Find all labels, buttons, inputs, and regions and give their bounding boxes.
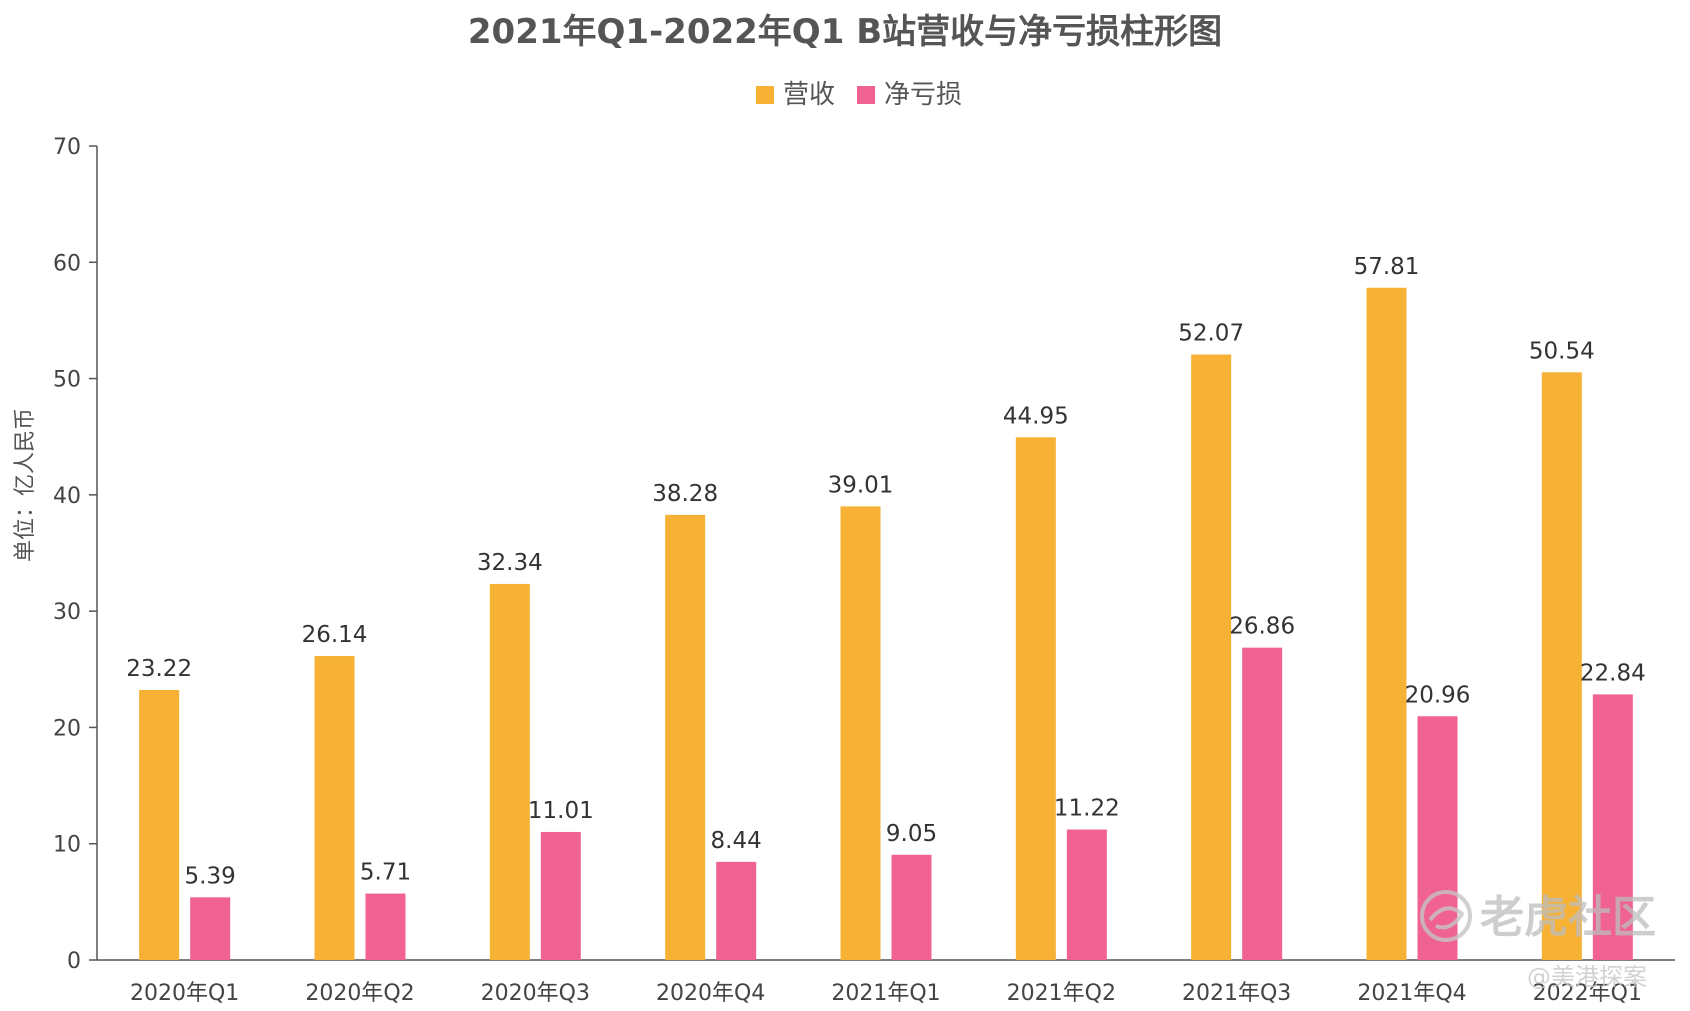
data-label-revenue-4: 39.01 xyxy=(828,472,894,498)
y-tick-label-1: 10 xyxy=(53,833,81,858)
y-tick-label-7: 70 xyxy=(53,135,81,160)
data-label-net-loss-5: 11.22 xyxy=(1054,796,1120,822)
data-label-net-loss-4: 9.05 xyxy=(886,821,937,847)
data-label-net-loss-1: 5.71 xyxy=(360,860,411,886)
x-tick-label-2: 2020年Q3 xyxy=(481,981,590,1006)
x-tick-label-3: 2020年Q4 xyxy=(656,981,765,1006)
x-tick-label-8: 2022年Q1 xyxy=(1533,981,1642,1006)
y-tick-label-0: 0 xyxy=(67,949,81,974)
data-label-revenue-6: 52.07 xyxy=(1178,321,1244,347)
watermark-logo-text: 老虎社区 xyxy=(1480,892,1656,943)
x-axis: 2020年Q1 2020年Q2 2020年Q3 2020年Q4 2021年Q1 2021年… xyxy=(97,959,1675,1006)
bar-revenue-3 xyxy=(665,514,706,960)
bar-revenue-0 xyxy=(139,689,180,960)
data-labels-group: 23.22 26.14 32.34 38.28 39.01 44.95 52.07 57.81… xyxy=(126,254,1646,890)
bar-revenue-7 xyxy=(1366,287,1407,960)
y-axis-label: 单位：亿人民币 xyxy=(13,408,38,562)
y-tick-label-3: 30 xyxy=(53,600,81,625)
x-tick-label-5: 2021年Q2 xyxy=(1007,981,1116,1006)
watermark-logo-icon xyxy=(1420,890,1472,942)
data-label-revenue-3: 38.28 xyxy=(652,481,718,507)
data-label-revenue-7: 57.81 xyxy=(1354,254,1420,280)
bar-revenue-5 xyxy=(1015,437,1056,960)
chart-title: 2021年Q1-2022年Q1 B站营收与净亏损柱形图 xyxy=(468,12,1222,52)
bar-revenue-4 xyxy=(840,506,881,960)
bar-net-loss-3 xyxy=(716,861,757,960)
bar-net-loss-1 xyxy=(365,893,406,960)
legend-swatch-1 xyxy=(857,86,875,104)
data-label-revenue-0: 23.22 xyxy=(126,656,192,682)
bar-net-loss-8 xyxy=(1592,694,1633,960)
x-tick-label-6: 2021年Q3 xyxy=(1182,981,1291,1006)
data-label-net-loss-2: 11.01 xyxy=(528,798,594,824)
bar-net-loss-6 xyxy=(1242,647,1283,960)
x-tick-label-7: 2021年Q4 xyxy=(1357,981,1466,1006)
data-label-revenue-5: 44.95 xyxy=(1003,403,1069,429)
data-label-net-loss-8: 22.84 xyxy=(1580,660,1646,686)
data-label-revenue-1: 26.14 xyxy=(302,622,368,648)
legend-label-0: 营收 xyxy=(783,80,835,110)
y-axis: 0 10 20 30 40 50 60 70 xyxy=(53,135,98,974)
bar-revenue-1 xyxy=(314,656,355,960)
bars-group xyxy=(139,287,1633,961)
legend-label-1: 净亏损 xyxy=(884,80,962,110)
legend-swatch-0 xyxy=(756,86,774,104)
y-tick-label-2: 20 xyxy=(53,716,81,741)
bar-revenue-8 xyxy=(1541,372,1582,960)
legend: 营收 净亏损 xyxy=(756,80,962,110)
data-label-net-loss-0: 5.39 xyxy=(185,863,236,889)
y-tick-label-6: 60 xyxy=(53,251,81,276)
watermark: 老虎社区 @美港探案 xyxy=(1420,890,1656,991)
watermark-handle: @美港探案 xyxy=(1527,963,1647,991)
bar-revenue-6 xyxy=(1191,354,1232,961)
x-tick-label-0: 2020年Q1 xyxy=(130,981,239,1006)
bar-revenue-2 xyxy=(489,583,530,960)
bar-net-loss-0 xyxy=(190,897,231,960)
data-label-revenue-8: 50.54 xyxy=(1529,338,1595,364)
bar-net-loss-5 xyxy=(1066,829,1107,960)
y-tick-label-4: 40 xyxy=(53,484,81,509)
bar-net-loss-2 xyxy=(540,831,581,960)
data-label-revenue-2: 32.34 xyxy=(477,550,543,576)
watermark-logo-swirl xyxy=(1428,906,1465,930)
x-tick-label-1: 2020年Q2 xyxy=(305,981,414,1006)
y-tick-label-5: 50 xyxy=(53,368,81,393)
data-label-net-loss-7: 20.96 xyxy=(1405,682,1471,708)
bar-net-loss-4 xyxy=(891,854,932,960)
data-label-net-loss-3: 8.44 xyxy=(711,828,762,854)
data-label-net-loss-6: 26.86 xyxy=(1229,614,1295,640)
x-tick-label-4: 2021年Q1 xyxy=(831,981,940,1006)
